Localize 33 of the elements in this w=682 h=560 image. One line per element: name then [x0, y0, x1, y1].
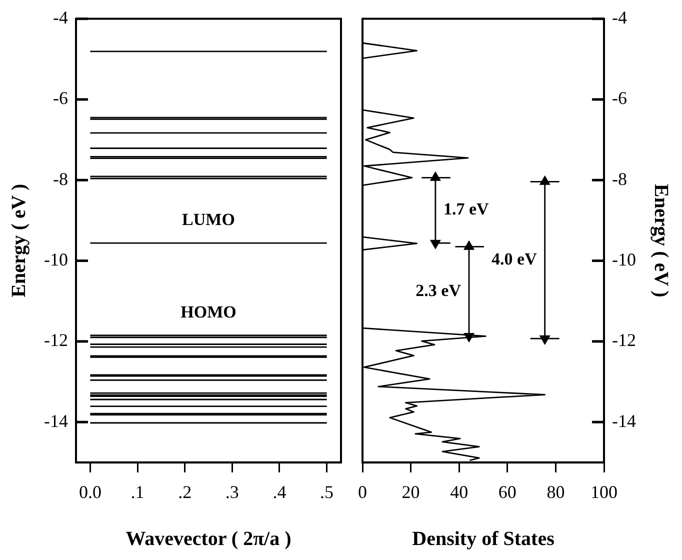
y2-tick-label: -10	[612, 250, 636, 270]
y-tick-label: -10	[44, 250, 68, 270]
x-axis-title: Wavevector ( 2π/a )	[126, 528, 292, 550]
y2-axis-title: Energy ( eV )	[650, 184, 672, 298]
y-tick-label: -4	[52, 8, 68, 28]
x-tick-label: .4	[272, 482, 286, 502]
x-tick-label: 60	[498, 482, 516, 502]
y2-tick-label: -4	[612, 8, 628, 28]
annotation: 2.3 eV	[416, 280, 462, 300]
y-tick-label: -14	[44, 410, 68, 431]
x-axis-title: Density of States	[412, 528, 555, 550]
annotation: 4.0 eV	[492, 250, 538, 269]
y-axis-title: Energy ( eV )	[8, 184, 30, 298]
x-tick-label: 80	[546, 482, 565, 502]
x-tick-label: .2	[178, 482, 192, 502]
y2-tick-label: -14	[612, 410, 636, 431]
x-tick-label: .5	[320, 482, 334, 502]
x-tick-label: 0	[358, 482, 367, 502]
y2-tick-label: -12	[612, 330, 636, 350]
y2-tick-label: -6	[612, 88, 628, 108]
x-tick-label: 100	[590, 482, 618, 502]
y-tick-label: -8	[52, 168, 68, 189]
y-tick-label: -6	[52, 88, 68, 108]
x-tick-label: .3	[225, 482, 239, 502]
annotation: LUMO	[182, 210, 235, 229]
y2-tick-label: -8	[612, 168, 628, 189]
x-tick-label: 20	[402, 482, 420, 502]
y-tick-label: -12	[44, 330, 68, 350]
x-tick-label: .1	[130, 482, 144, 502]
x-tick-label: 0.0	[78, 482, 102, 502]
annotation: 1.7 eV	[443, 200, 490, 219]
annotation: HOMO	[180, 302, 236, 322]
x-tick-label: 40	[450, 482, 468, 502]
